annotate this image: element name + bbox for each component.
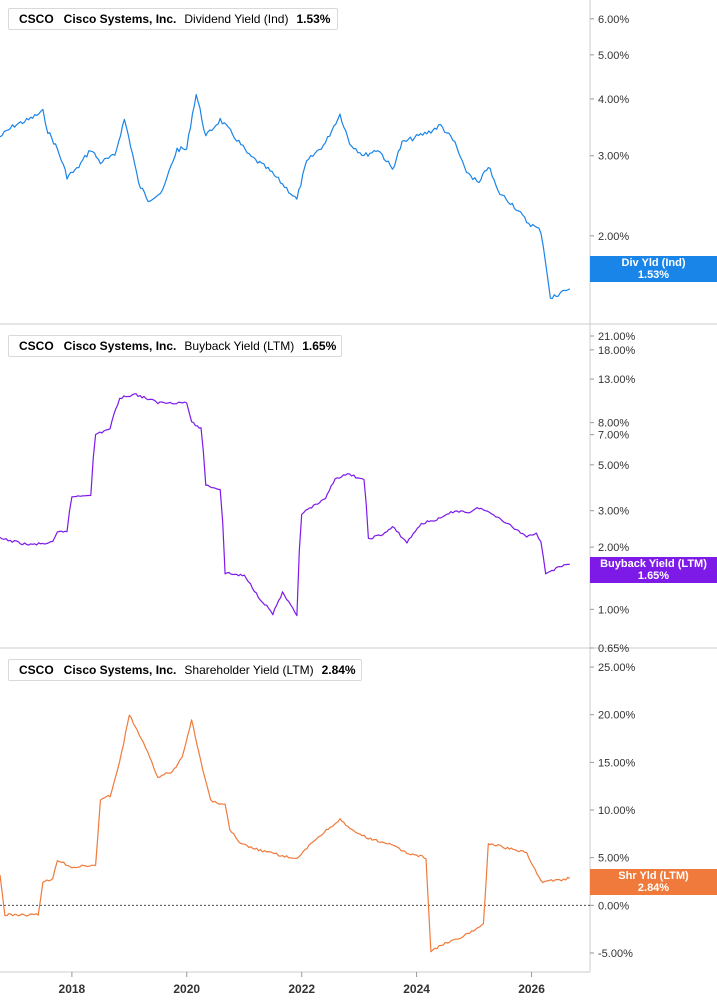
legend-shareholder-company: Cisco Systems, Inc.	[63, 663, 177, 677]
buyback-ytick-label: 21.00%	[598, 331, 636, 343]
tag-dividend-label: Div Yld (Ind)	[621, 257, 686, 269]
dividend-ytick-label: 4.00%	[598, 94, 629, 106]
buyback-ytick-label: 13.00%	[598, 374, 636, 386]
xtick-label: 2024	[403, 982, 430, 996]
shareholder-series-line	[0, 714, 571, 953]
legend-buyback-ticker: CSCO	[19, 339, 54, 353]
dividend-ytick-label: 6.00%	[598, 14, 629, 26]
last-value-tag-buyback: Buyback Yield (LTM) 1.65%	[590, 557, 717, 583]
xtick-label: 2022	[288, 982, 315, 996]
shareholder-ytick-label: 5.00%	[598, 853, 629, 865]
legend-shareholder-metric: Shareholder Yield (LTM)	[184, 663, 314, 677]
tag-dividend-value: 1.53%	[637, 269, 670, 281]
legend-buyback-company: Cisco Systems, Inc.	[63, 339, 177, 353]
shareholder-ytick-label: 20.00%	[598, 710, 636, 722]
legend-dividend-ticker: CSCO	[19, 12, 54, 26]
buyback-ytick-label: 8.00%	[598, 418, 629, 430]
legend-dividend-metric: Dividend Yield (Ind)	[184, 12, 289, 26]
legend-shareholder-value: 2.84%	[321, 663, 356, 677]
shareholder-ytick-label: 0.00%	[598, 900, 629, 912]
xtick-label: 2018	[59, 982, 86, 996]
shareholder-ytick-label: 10.00%	[598, 805, 636, 817]
dividend-series-line	[0, 93, 571, 299]
shareholder-ytick-label: 15.00%	[598, 757, 636, 769]
buyback-ytick-label: 5.00%	[598, 460, 629, 472]
legend-dividend: CSCO Cisco Systems, Inc. Dividend Yield …	[8, 8, 338, 30]
dividend-ytick-label: 5.00%	[598, 50, 629, 62]
legend-dividend-value: 1.53%	[296, 12, 331, 26]
legend-dividend-company: Cisco Systems, Inc.	[63, 12, 177, 26]
buyback-ytick-label: 3.00%	[598, 506, 629, 518]
xtick-label: 2020	[173, 982, 200, 996]
buyback-ytick-label: 0.65%	[598, 643, 629, 655]
buyback-ytick-label: 7.00%	[598, 430, 629, 442]
dividend-ytick-label: 3.00%	[598, 151, 629, 163]
shareholder-ytick-label: -5.00%	[598, 948, 633, 960]
buyback-series-line	[0, 393, 570, 617]
dividend-ytick-label: 2.00%	[598, 231, 629, 243]
legend-shareholder: CSCO Cisco Systems, Inc. Shareholder Yie…	[8, 659, 362, 681]
tag-shareholder-value: 2.84%	[637, 882, 670, 894]
tag-buyback-value: 1.65%	[637, 570, 670, 582]
last-value-tag-shareholder: Shr Yld (LTM) 2.84%	[590, 869, 717, 895]
shareholder-ytick-label: 25.00%	[598, 662, 636, 674]
tag-buyback-label: Buyback Yield (LTM)	[600, 558, 707, 570]
legend-buyback-value: 1.65%	[302, 339, 337, 353]
tag-shareholder-label: Shr Yld (LTM)	[618, 870, 689, 882]
legend-buyback: CSCO Cisco Systems, Inc. Buyback Yield (…	[8, 335, 342, 357]
buyback-ytick-label: 2.00%	[598, 542, 629, 554]
legend-buyback-metric: Buyback Yield (LTM)	[184, 339, 295, 353]
xtick-label: 2026	[518, 982, 545, 996]
last-value-tag-dividend: Div Yld (Ind) 1.53%	[590, 256, 717, 282]
legend-shareholder-ticker: CSCO	[19, 663, 54, 677]
buyback-ytick-label: 18.00%	[598, 345, 636, 357]
buyback-ytick-label: 1.00%	[598, 604, 629, 616]
